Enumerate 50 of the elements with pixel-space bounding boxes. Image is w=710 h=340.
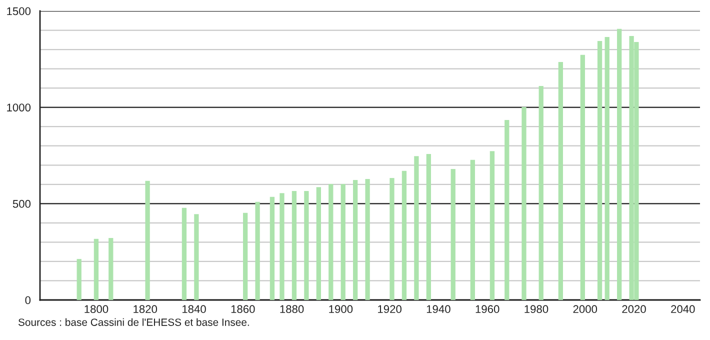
x-tick-label: 2020 xyxy=(622,305,646,314)
y-tick-label: 0 xyxy=(25,296,31,304)
bar xyxy=(182,208,187,300)
bar xyxy=(94,238,99,300)
bar xyxy=(243,212,248,300)
bar xyxy=(194,214,199,300)
bar xyxy=(280,193,284,300)
x-tick-label: 1880 xyxy=(280,305,304,314)
x-tick-label: 1820 xyxy=(134,305,158,314)
bar xyxy=(426,154,431,300)
x-tick-label: 1900 xyxy=(329,305,353,314)
bar xyxy=(470,160,475,300)
bar xyxy=(270,196,275,300)
bar xyxy=(490,151,495,300)
bar xyxy=(580,54,585,300)
y-tick-label: 1500 xyxy=(7,7,31,16)
y-tick-label: 500 xyxy=(12,200,31,208)
bar xyxy=(353,180,358,300)
x-tick-label: 2040 xyxy=(671,305,695,314)
x-tick-label: 1940 xyxy=(426,305,450,314)
bar xyxy=(292,190,297,300)
bar xyxy=(604,37,610,300)
bar xyxy=(597,41,602,300)
x-tick-label: 2000 xyxy=(573,305,598,314)
bar xyxy=(522,106,526,300)
bar xyxy=(617,28,622,300)
bar xyxy=(538,86,544,300)
bar xyxy=(504,120,510,300)
bar xyxy=(390,178,394,300)
x-tick-label: 1840 xyxy=(182,305,206,314)
bar xyxy=(76,258,82,300)
bar xyxy=(414,156,419,300)
bar xyxy=(316,187,321,300)
x-tick-label: 1860 xyxy=(231,305,255,314)
x-tick-label: 1920 xyxy=(378,305,402,314)
bar xyxy=(304,190,309,300)
x-tick-label: 1980 xyxy=(524,305,548,314)
bar xyxy=(328,184,334,300)
bar xyxy=(365,179,370,300)
x-tick-label: 1800 xyxy=(84,305,108,314)
bar xyxy=(108,238,114,300)
x-tick-label: 1960 xyxy=(476,305,500,314)
bar xyxy=(402,170,407,300)
bar xyxy=(145,180,150,300)
source-note: Sources : base Cassini de l'EHESS et base Insee. xyxy=(18,318,249,326)
y-tick-label: 1000 xyxy=(7,104,31,112)
bar xyxy=(255,202,260,300)
bar xyxy=(340,184,346,300)
bar xyxy=(450,168,456,300)
bar xyxy=(558,62,563,300)
